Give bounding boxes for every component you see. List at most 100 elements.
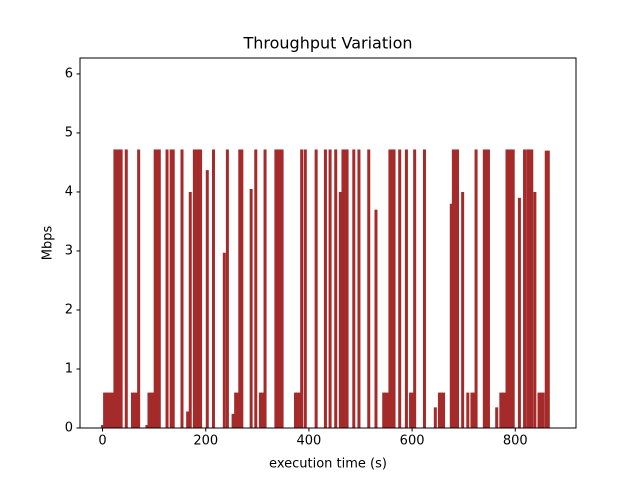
bar: [384, 392, 388, 428]
bar: [197, 149, 201, 429]
x-tick-label: 400: [296, 434, 321, 449]
bar: [539, 392, 543, 428]
bar: [254, 149, 258, 429]
bar: [274, 149, 278, 429]
x-tick-label: 0: [98, 434, 106, 449]
bar: [192, 149, 196, 429]
bar: [503, 392, 507, 428]
bar: [411, 392, 415, 428]
bar: [437, 392, 441, 428]
bar: [135, 392, 139, 428]
bar: [107, 392, 111, 428]
bar: [300, 149, 304, 429]
bar: [234, 392, 238, 428]
bar: [147, 392, 151, 428]
bar: [341, 149, 345, 429]
x-tick-label: 800: [503, 434, 528, 449]
bar: [343, 149, 347, 429]
bar: [117, 149, 121, 429]
bar: [303, 149, 307, 429]
bar: [115, 149, 119, 429]
bar: [382, 392, 386, 428]
bar: [276, 149, 280, 429]
bar: [499, 392, 503, 428]
bar: [466, 392, 470, 428]
bar: [260, 392, 264, 428]
x-tick-label: 200: [193, 434, 218, 449]
bar: [249, 189, 253, 428]
y-tick-label: 2: [65, 302, 73, 317]
bar: [113, 149, 117, 429]
bar: [451, 149, 455, 429]
bar: [109, 392, 113, 428]
bar: [222, 252, 226, 428]
bar: [240, 149, 244, 429]
bar: [278, 149, 282, 429]
bar: [151, 392, 155, 428]
bar: [398, 149, 402, 429]
bar: [298, 392, 302, 428]
bar: [511, 149, 515, 429]
bar: [211, 149, 215, 429]
bar: [392, 149, 396, 429]
bar: [296, 392, 300, 428]
bar: [205, 170, 209, 428]
bar: [422, 149, 426, 429]
bar: [258, 392, 262, 428]
bar: [153, 149, 157, 429]
bar: [236, 392, 240, 428]
bar: [474, 149, 478, 429]
bar: [409, 392, 413, 428]
bar: [413, 149, 417, 429]
y-tick-label: 5: [65, 125, 73, 140]
bar: [537, 392, 541, 428]
bar: [486, 149, 490, 429]
bar: [528, 149, 532, 429]
bar: [501, 392, 505, 428]
bar: [186, 411, 190, 428]
bar: [328, 149, 332, 429]
bar: [482, 149, 486, 429]
bar: [231, 413, 235, 428]
bar: [199, 149, 203, 429]
bar: [546, 150, 550, 428]
bar: [105, 392, 109, 428]
bar: [533, 191, 537, 428]
bar: [472, 392, 476, 428]
bar: [111, 392, 115, 428]
bar: [124, 149, 128, 429]
bar: [225, 149, 229, 429]
bar: [338, 191, 342, 428]
bar: [455, 149, 459, 429]
y-tick-label: 3: [65, 243, 73, 258]
bar: [388, 149, 392, 429]
bar: [155, 149, 159, 429]
bar: [404, 149, 408, 429]
bar: [169, 149, 173, 429]
bar: [440, 392, 444, 428]
bar: [453, 149, 457, 429]
bar: [386, 392, 390, 428]
bar: [352, 149, 356, 429]
bar: [180, 149, 184, 429]
bar: [133, 392, 137, 428]
bar: [119, 149, 123, 429]
bar: [541, 392, 545, 428]
bar: [263, 149, 267, 429]
bar: [367, 149, 371, 429]
bar: [507, 149, 511, 429]
bar: [357, 149, 361, 429]
bar: [517, 197, 521, 428]
bar: [505, 149, 509, 429]
bar: [523, 149, 527, 429]
bar: [238, 149, 242, 429]
bar: [293, 392, 297, 428]
bar: [103, 392, 107, 428]
bar: [374, 209, 378, 428]
bar: [314, 149, 318, 429]
plot-frame: [79, 57, 577, 429]
bar: [345, 149, 349, 429]
bar: [484, 149, 488, 429]
